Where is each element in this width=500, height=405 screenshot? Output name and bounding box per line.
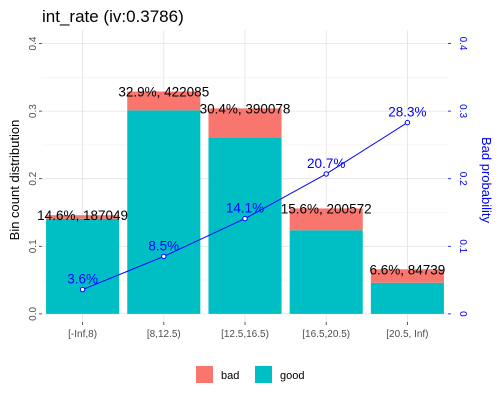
bad-probability-label: 8.5% xyxy=(148,238,179,253)
right-y-tick-label: 0 xyxy=(457,311,468,317)
legend-label-good: good xyxy=(280,370,304,382)
bar-bad xyxy=(127,91,201,111)
bad-probability-line xyxy=(79,119,411,293)
x-tick-label: [16.5,20.5) xyxy=(302,329,350,340)
bar-good xyxy=(370,282,444,314)
bad-probability-point xyxy=(323,171,329,177)
right-y-tick-label: 0.4 xyxy=(457,37,468,51)
legend-key-good xyxy=(255,366,272,383)
axes: 0.0 0.1 0.2 0.3 0.4 0 0.1 0.2 0.3 0.4 [-Inf,8) [8,1… xyxy=(28,36,468,340)
y-tick-label: 0.1 xyxy=(28,239,39,253)
right-y-tick-label: 0.2 xyxy=(457,172,468,186)
bad-probability-point xyxy=(161,253,167,260)
y-tick-label: 0.3 xyxy=(28,104,39,118)
bar-good xyxy=(46,218,120,314)
x-tick-label: [20.5, Inf) xyxy=(386,329,428,340)
bar-good xyxy=(127,110,201,314)
bars xyxy=(46,91,444,314)
bad-probability-label: 14.1% xyxy=(226,201,264,216)
bar-bad xyxy=(46,215,120,219)
legend-label-bad: bad xyxy=(221,370,239,382)
chart-title: int_rate (iv:0.3786) xyxy=(42,7,184,26)
bar-bad xyxy=(289,208,363,231)
bar-good xyxy=(289,230,363,314)
bar-value-label: 14.6%, 187049 xyxy=(37,208,128,223)
y-tick-label: 0.2 xyxy=(28,171,39,185)
right-y-tick-label: 0.1 xyxy=(457,239,468,253)
legend: bad good xyxy=(196,366,304,383)
bad-probability-label: 20.7% xyxy=(307,156,345,171)
legend-key-bad xyxy=(196,366,213,383)
bad-probability-label: 28.3% xyxy=(388,105,426,120)
bar-bad xyxy=(208,108,282,138)
bar-value-label: 32.9%, 422085 xyxy=(118,85,209,100)
bad-probability-point xyxy=(404,119,411,126)
bar-value-label: 15.6%, 200572 xyxy=(281,201,372,216)
bar-bad xyxy=(370,269,444,283)
right-y-tick-label: 0.3 xyxy=(457,104,468,118)
bad-probability-label: 3.6% xyxy=(67,272,98,287)
right-y-axis-title: Bad probability xyxy=(479,137,494,223)
bad-probability-point xyxy=(79,286,86,293)
bar-value-label: 6.6%, 84739 xyxy=(369,262,445,277)
y-axis-title: Bin count distribution xyxy=(7,120,22,241)
bad-probability-point xyxy=(242,215,248,222)
x-tick-label: [8,12.5) xyxy=(147,329,181,340)
x-tick-label: [12.5,16.5) xyxy=(221,329,269,340)
x-tick-label: [-Inf,8) xyxy=(68,329,97,340)
bar-value-label: 30.4%, 390078 xyxy=(200,101,291,116)
y-tick-label: 0.0 xyxy=(28,307,39,321)
y-tick-label: 0.4 xyxy=(28,36,39,50)
bar-good xyxy=(208,137,282,314)
